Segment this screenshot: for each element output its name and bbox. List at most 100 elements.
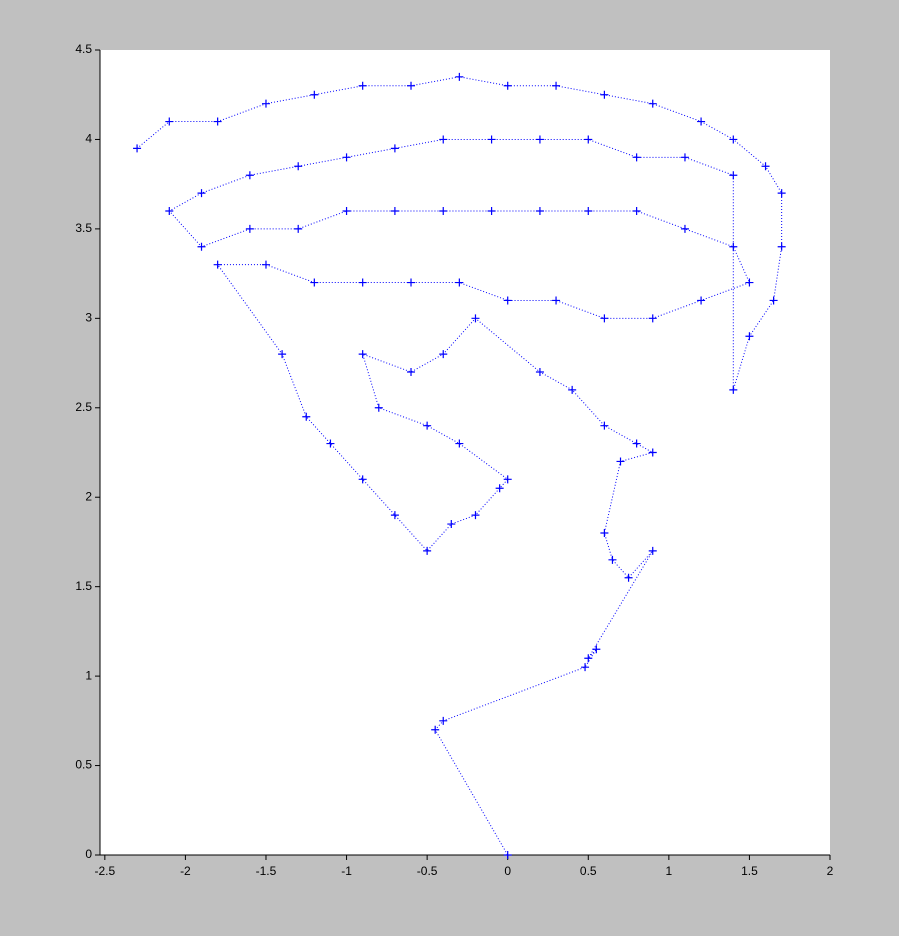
data-point [600,314,609,323]
data-point [535,368,544,376]
data-point [390,207,399,215]
data-point [390,144,399,153]
x-tick-label: 0.5 [580,864,597,878]
data-point [423,421,432,430]
data-point [584,654,593,663]
data-point [777,242,786,251]
data-point [165,117,174,126]
data-point [616,457,625,466]
data-point [133,144,142,153]
data-point [608,555,617,564]
data-point [294,224,303,233]
data-point [423,546,432,555]
data-point [374,403,383,412]
x-tick-label: 1 [666,864,673,878]
data-point [342,153,351,162]
y-tick-label: 2 [85,489,92,503]
data-point [439,350,448,359]
data-point [439,716,448,725]
x-tick-label: -1 [341,864,352,878]
data-point [310,278,319,287]
data-point [648,99,657,108]
data-point [439,207,448,215]
data-point [487,135,496,144]
y-tick-label: 3 [85,311,92,325]
data-point [584,135,593,144]
x-tick-label: -2 [180,864,191,878]
data-point [680,224,689,233]
data-point [261,260,270,269]
data-point [729,135,738,144]
data-point [648,546,657,555]
data-point [213,260,222,269]
data-point [729,171,738,180]
data-point [495,484,504,493]
data-point [455,439,464,448]
data-point [729,242,738,251]
data-point [358,475,367,484]
data-point [471,511,480,520]
data-point [245,224,254,233]
data-point [581,663,590,672]
trace-line [136,76,783,856]
data-point [447,520,456,529]
x-tick-label: -0.5 [417,864,438,878]
y-tick-label: 4 [85,132,92,146]
data-point [552,81,561,90]
data-point [535,207,544,215]
data-point [648,448,657,457]
data-point [600,421,609,430]
data-point [624,573,633,582]
y-tick-label: 0.5 [75,758,92,772]
data-point [342,207,351,215]
data-point [503,851,512,859]
data-point [261,99,270,108]
data-point [439,135,448,144]
data-point [584,207,593,215]
data-point [294,162,303,171]
data-point [632,153,641,162]
y-tick-label: 4.5 [75,42,92,56]
data-point [592,645,601,654]
data-point [761,162,770,171]
data-point [407,81,416,90]
data-point [697,296,706,305]
data-point [745,278,754,287]
data-point [302,412,311,421]
data-point [431,725,440,734]
x-tick-label: -1.5 [256,864,277,878]
data-point [407,278,416,287]
data-point [358,81,367,90]
data-point [648,314,657,323]
data-point [503,475,512,484]
data-point [769,296,778,305]
y-tick-label: 0 [85,847,92,861]
data-point [390,511,399,520]
y-tick-label: 3.5 [75,221,92,235]
data-point [245,171,254,180]
data-point [745,332,754,341]
data-point [697,117,706,126]
data-point [632,439,641,448]
x-tick-label: -2.5 [94,864,115,878]
data-point [455,72,464,81]
data-point [568,385,577,394]
data-point [535,135,544,144]
x-tick-label: 0 [504,864,511,878]
data-point [471,314,480,323]
y-tick-label: 1.5 [75,579,92,593]
data-point [632,207,641,215]
data-point [165,207,174,215]
data-point [503,81,512,90]
data-point [455,278,464,287]
plot-area [100,50,830,855]
data-point [358,350,367,359]
data-point [197,242,206,251]
data-point [552,296,561,305]
data-point [310,90,319,99]
data-point [213,117,222,126]
data-point [680,153,689,162]
data-point [407,368,416,376]
